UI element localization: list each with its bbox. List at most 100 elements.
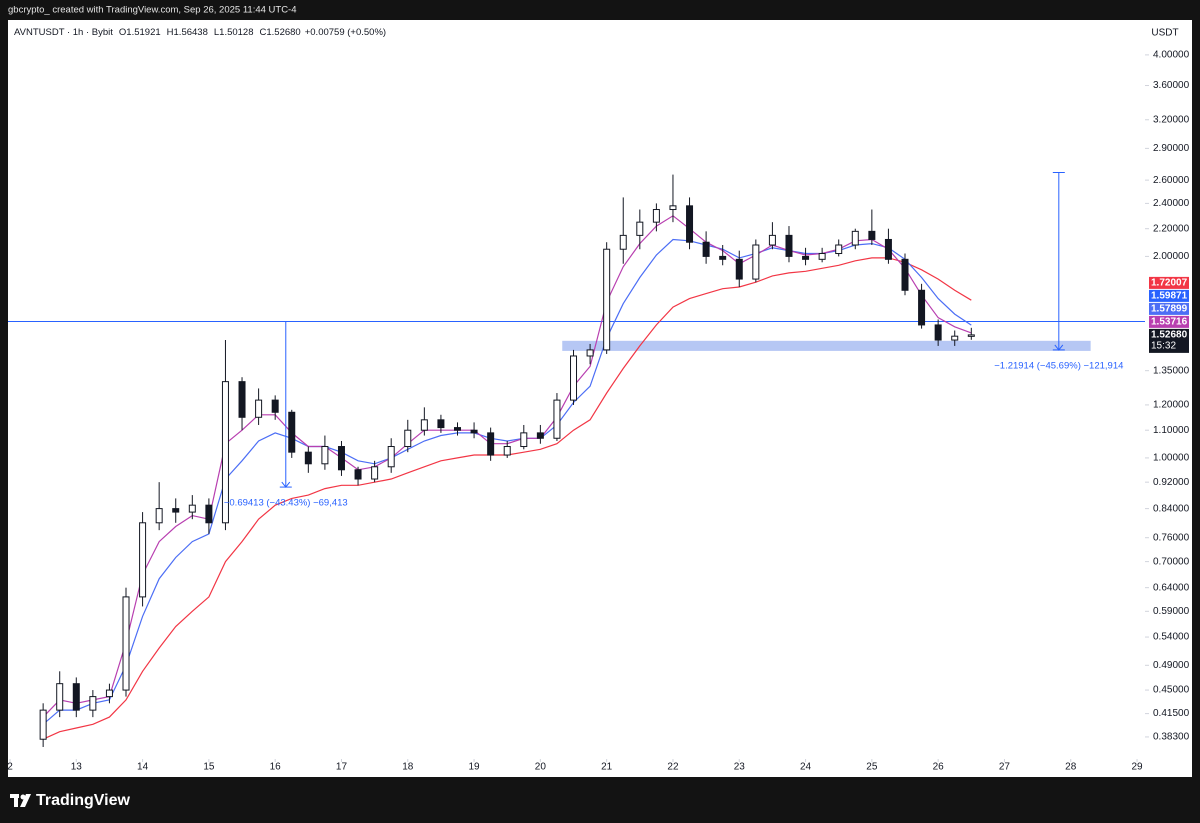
y-tick-label: 0.64000 <box>1153 582 1190 593</box>
candle-body <box>603 248 611 351</box>
candle-body <box>735 258 743 280</box>
x-tick-label: 15 <box>203 762 215 773</box>
candle-body <box>255 399 263 418</box>
candle-body <box>288 411 296 453</box>
candle-body <box>652 209 660 223</box>
x-tick-label: 27 <box>999 762 1011 773</box>
candle-body <box>818 253 826 260</box>
candle-body <box>172 508 180 513</box>
support-zone <box>562 340 1091 351</box>
candle-body <box>188 504 196 513</box>
x-tick-label: 23 <box>734 762 746 773</box>
y-tick-label: 3.20000 <box>1153 114 1190 125</box>
candle-body <box>636 221 644 236</box>
candle-body <box>56 683 64 711</box>
attribution: gbcrypto_ created with TradingView.com, … <box>8 5 297 16</box>
ohlc-value: 1.50128 <box>219 27 253 38</box>
logo-part <box>20 794 31 807</box>
x-tick-label: 26 <box>933 762 945 773</box>
y-tick-label: 0.59000 <box>1153 606 1190 617</box>
change: +0.00759 (+0.50%) <box>305 27 386 38</box>
candle-body <box>487 432 495 456</box>
x-tick-label: 16 <box>270 762 282 773</box>
currency-label: USDT <box>1151 28 1178 39</box>
y-tick-label: 0.45000 <box>1153 685 1190 696</box>
measure-label: −0.69413 (−43.43%) −69,413 <box>224 498 348 509</box>
candle-body <box>619 234 627 250</box>
candle-body <box>420 419 428 431</box>
candle-body <box>553 399 561 439</box>
candle-body <box>951 335 959 341</box>
y-tick-label: 0.49000 <box>1153 660 1190 671</box>
y-tick-label: 0.84000 <box>1153 503 1190 514</box>
candle-body <box>387 446 395 468</box>
x-tick-label: 19 <box>469 762 481 773</box>
candle-body <box>271 399 279 413</box>
x-tick-label: 20 <box>535 762 547 773</box>
candle-body <box>155 508 163 524</box>
y-tick-label: 4.00000 <box>1153 50 1190 61</box>
candle-body <box>221 381 229 524</box>
candle-body <box>719 255 727 260</box>
y-tick-label: 0.41500 <box>1153 708 1190 719</box>
candle-body <box>503 446 511 456</box>
candle-body <box>105 689 113 698</box>
candle-body <box>205 504 213 524</box>
measure-arrow <box>281 481 291 488</box>
candle-body <box>337 446 345 471</box>
candle-body <box>586 349 594 357</box>
price-label-box <box>1149 302 1189 315</box>
candle-body <box>967 334 975 337</box>
ohlc-key: C <box>260 27 267 38</box>
brand: TradingView <box>36 792 131 809</box>
y-tick-label: 0.38300 <box>1153 732 1190 743</box>
plot-area: −0.69413 (−43.43%) −69,413 −1.21914 (−45.… <box>8 171 1145 747</box>
candle-body <box>768 234 776 246</box>
candle-body <box>238 381 246 418</box>
price-label-box <box>1149 328 1189 353</box>
price-label: 1.72007 <box>1151 278 1188 289</box>
candle-body <box>669 205 677 211</box>
candle-body <box>139 522 147 598</box>
price-label-box <box>1149 315 1189 328</box>
candle-body <box>437 419 445 429</box>
y-tick-label: 3.60000 <box>1153 80 1190 91</box>
ohlc-value: 1.51921 <box>126 27 160 38</box>
y-tick-label: 2.60000 <box>1153 175 1190 186</box>
symbol: AVNTUSDT · 1h · Bybit <box>14 27 113 38</box>
candle-body <box>404 429 412 448</box>
chart-panel <box>8 20 1192 777</box>
candle-body <box>868 230 876 240</box>
y-tick-label: 2.40000 <box>1153 198 1190 209</box>
ohlc-key: H <box>167 27 174 38</box>
y-tick-label: 0.70000 <box>1153 556 1190 567</box>
x-tick-label: 29 <box>1131 762 1143 773</box>
price-label: 1.52680 <box>1151 330 1188 341</box>
candle-body <box>470 429 478 434</box>
y-tick-label: 2.00000 <box>1153 251 1190 262</box>
candle-body <box>520 432 528 448</box>
y-tick-label: 1.10000 <box>1153 425 1190 436</box>
x-tick-label: 14 <box>137 762 149 773</box>
candle-body <box>901 258 909 291</box>
candle-body <box>536 432 544 439</box>
candle-body <box>570 355 578 401</box>
x-tick-label: 22 <box>667 762 679 773</box>
axes: 4.00000 3.60000 3.20000 2.90000 2.60000 2.400… <box>7 50 1189 773</box>
candle-body <box>72 683 80 711</box>
candle-body <box>304 451 312 465</box>
candle-body <box>884 238 892 260</box>
x-tick-label: 2 <box>7 762 13 773</box>
candle-body <box>122 596 130 691</box>
candle-body <box>89 696 97 711</box>
price-label: 1.57899 <box>1151 304 1188 315</box>
brand-logo <box>10 794 31 807</box>
y-tick-label: 0.54000 <box>1153 632 1190 643</box>
candle-body <box>354 469 362 480</box>
ohlc-key: L <box>214 27 219 38</box>
ohlc-value: 1.52680 <box>266 27 300 38</box>
candle-body <box>934 324 942 341</box>
candle-body <box>752 244 760 280</box>
x-tick-label: 18 <box>402 762 414 773</box>
